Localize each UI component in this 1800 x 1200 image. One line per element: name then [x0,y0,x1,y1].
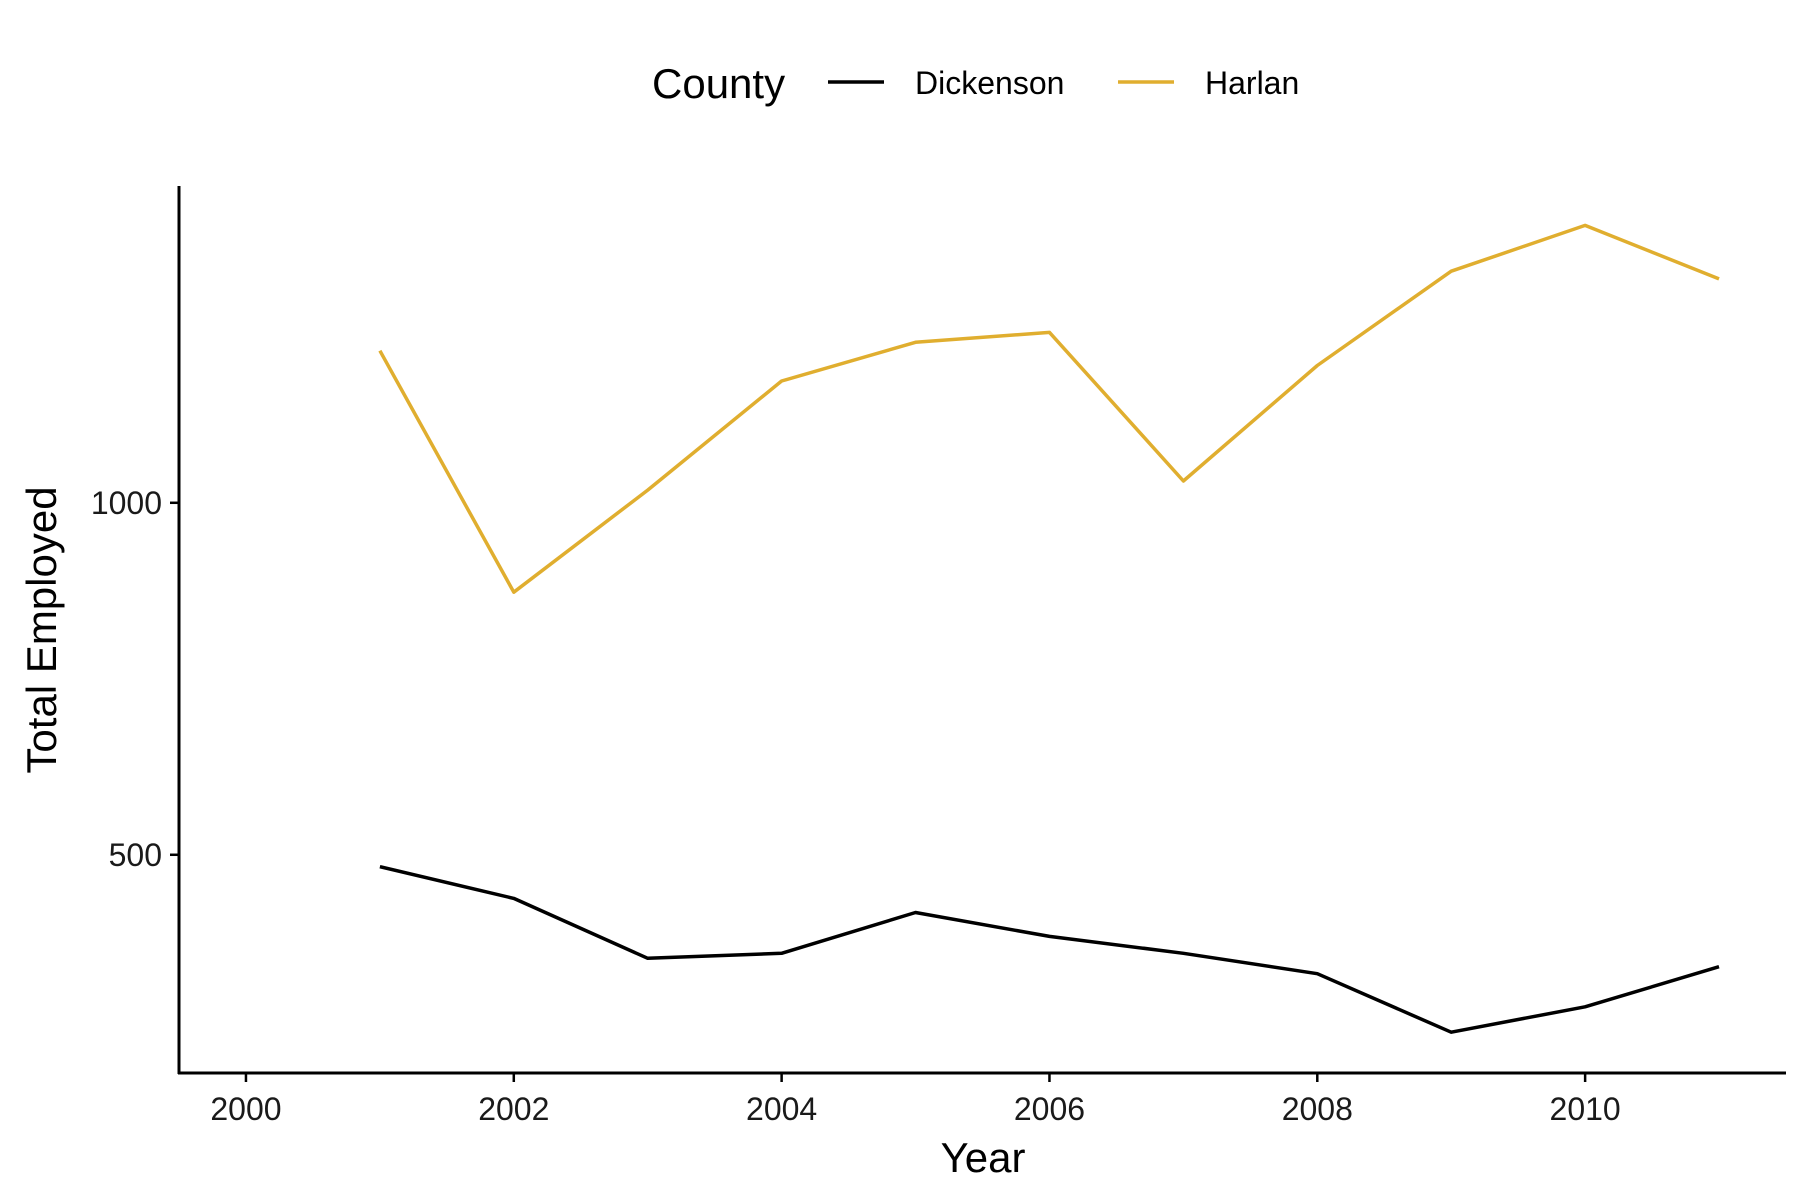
legend: County Dickenson Harlan [652,60,1299,107]
x-axis-ticks: 2000 2002 2004 2006 2008 2010 [210,1073,1621,1127]
x-tick-label-2010: 2010 [1550,1091,1621,1127]
x-tick-label-2004: 2004 [746,1091,817,1127]
y-tick-label-1000: 1000 [91,485,162,521]
x-axis-title: Year [941,1134,1026,1181]
y-axis-title: Total Employed [18,486,65,773]
legend-title: County [652,60,785,107]
axes [177,186,1786,1075]
legend-label-dickenson: Dickenson [915,65,1064,101]
y-tick-label-500: 500 [109,837,162,873]
x-tick-label-2002: 2002 [478,1091,549,1127]
x-tick-label-2000: 2000 [210,1091,281,1127]
x-tick-label-2006: 2006 [1014,1091,1085,1127]
series-line-harlan [378,223,1720,594]
y-axis-ticks: 500 1000 [91,485,179,873]
series-layer [378,223,1720,1034]
x-tick-label-2008: 2008 [1282,1091,1353,1127]
series-line-dickenson [379,864,1720,1034]
legend-label-harlan: Harlan [1205,65,1299,101]
